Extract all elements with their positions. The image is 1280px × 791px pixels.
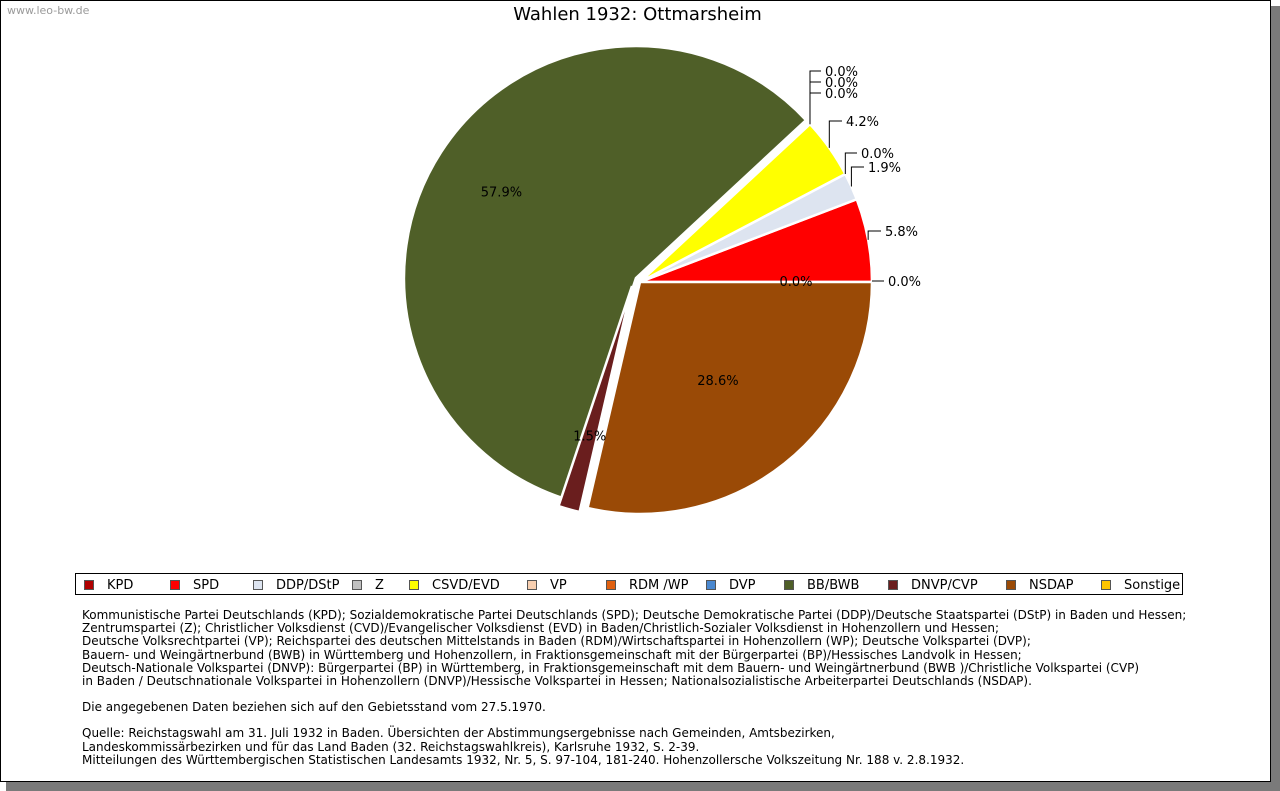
notes-line: Deutsch-Nationale Volkspartei (DNVP): Bü… xyxy=(82,660,1140,675)
leader-line-csvd-evd xyxy=(828,120,842,148)
slice-label-kpd: 0.0% xyxy=(888,275,921,290)
pie-slice-dnvp-cvp xyxy=(556,285,634,514)
legend-label: SPD xyxy=(193,577,220,593)
slice-label-nsdap: 28.6% xyxy=(697,374,738,389)
slice-label-ddp-dstp: 1.9% xyxy=(868,161,901,176)
frame-shadow-bottom xyxy=(6,782,1280,791)
legend-swatch xyxy=(527,580,537,590)
legend-label: VP xyxy=(550,577,567,593)
legend-label: BB/BWB xyxy=(807,577,860,593)
legend-label: Sonstige xyxy=(1124,577,1181,593)
leader-line-rdm-wp xyxy=(809,81,821,125)
legend-label: KPD xyxy=(107,577,134,593)
legend-swatch xyxy=(606,580,616,590)
legend-swatch xyxy=(888,580,898,590)
slice-label-csvd-evd: 4.2% xyxy=(846,115,879,130)
legend-swatch xyxy=(1101,580,1111,590)
leader-line-dvp xyxy=(809,70,821,125)
chart-legend: KPD SPD DDP/DStP Z CSVD/EVD VP RDM /WP DVP BB/BW… xyxy=(75,573,1183,595)
notes-line: in Baden / Deutschnationale Volkspartei … xyxy=(82,674,1032,689)
frame-shadow-right xyxy=(1271,6,1280,791)
legend-label: RDM /WP xyxy=(629,577,689,593)
legend-swatch xyxy=(352,580,362,590)
legend-item-spd: SPD xyxy=(170,577,219,593)
legend-label: DVP xyxy=(729,577,756,593)
legend-item-nsdap: NSDAP xyxy=(1006,577,1074,593)
legend-label: Z xyxy=(375,577,384,593)
leader-line-spd xyxy=(867,230,881,240)
legend-item-dvp: DVP xyxy=(706,577,756,593)
legend-label: NSDAP xyxy=(1029,577,1074,593)
slice-label-dvp: 0.0% xyxy=(825,65,858,80)
legend-swatch xyxy=(706,580,716,590)
notes-line: Zentrumspartei (Z); Christlicher Volksdi… xyxy=(82,621,1000,636)
legend-item-vp: VP xyxy=(527,577,567,593)
legend-label: DNVP/CVP xyxy=(911,577,978,593)
legend-swatch xyxy=(170,580,180,590)
leader-line-vp xyxy=(809,92,821,125)
pie-slice-bb-bwb xyxy=(402,44,808,500)
legend-item-sonstige: Sonstige xyxy=(1101,577,1180,593)
slice-label-rdm-wp: 0.0% xyxy=(825,76,858,91)
legend-swatch xyxy=(253,580,263,590)
gebietsstand-note: Die angegebenen Daten beziehen sich auf … xyxy=(82,700,546,715)
notes-line: Kommunistische Partei Deutschlands (KPD)… xyxy=(82,608,1187,622)
legend-item-rdm-wp: RDM /WP xyxy=(606,577,688,593)
slice-label-bb-bwb: 57.9% xyxy=(481,185,522,200)
source-line: Mitteilungen des Württembergischen Stati… xyxy=(82,752,965,767)
leader-line-ddp-dstp xyxy=(850,166,864,187)
pie-chart: 0.0%5.8%1.9%0.0%4.2%0.0%0.0%0.0%57.9%1.5… xyxy=(402,44,921,516)
legend-swatch xyxy=(84,580,94,590)
legend-item-dnvp-cvp: DNVP/CVP xyxy=(888,577,978,593)
slice-label-spd: 5.8% xyxy=(885,225,918,240)
legend-item-csvd-evd: CSVD/EVD xyxy=(409,577,500,593)
legend-swatch xyxy=(784,580,794,590)
legend-swatch xyxy=(1006,580,1016,590)
slice-label-sonstige: 0.0% xyxy=(779,275,812,290)
legend-item-kpd: KPD xyxy=(84,577,133,593)
slice-label-z: 0.0% xyxy=(861,147,894,162)
legend-swatch xyxy=(409,580,419,590)
pie-slice-nsdap xyxy=(586,280,874,516)
watermark: www.leo-bw.de xyxy=(7,4,90,17)
slice-label-vp: 0.0% xyxy=(825,87,858,102)
notes-line: Deutsche Volksrechtpartei (VP); Reichspa… xyxy=(82,634,1031,649)
source-line: Landeskommissärbezirken und für das Land… xyxy=(82,739,700,754)
legend-item-z: Z xyxy=(352,577,384,593)
slice-label-dnvp-cvp: 1.5% xyxy=(573,430,606,445)
leader-line-z xyxy=(844,152,857,174)
legend-label: DDP/DStP xyxy=(276,577,340,593)
source-line: Quelle: Reichstagswahl am 31. Juli 1932 … xyxy=(82,726,835,741)
notes-line: Bauern- und Weingärtnerbund (BWB) in Wür… xyxy=(82,647,1022,662)
chart-title: Wahlen 1932: Ottmarsheim xyxy=(513,4,762,25)
legend-item-ddp-dstp: DDP/DStP xyxy=(253,577,339,593)
legend-item-bb-bwb: BB/BWB xyxy=(784,577,859,593)
notes-text: Kommunistische Partei Deutschlands (KPD)… xyxy=(82,608,1232,767)
legend-label: CSVD/EVD xyxy=(432,577,500,593)
